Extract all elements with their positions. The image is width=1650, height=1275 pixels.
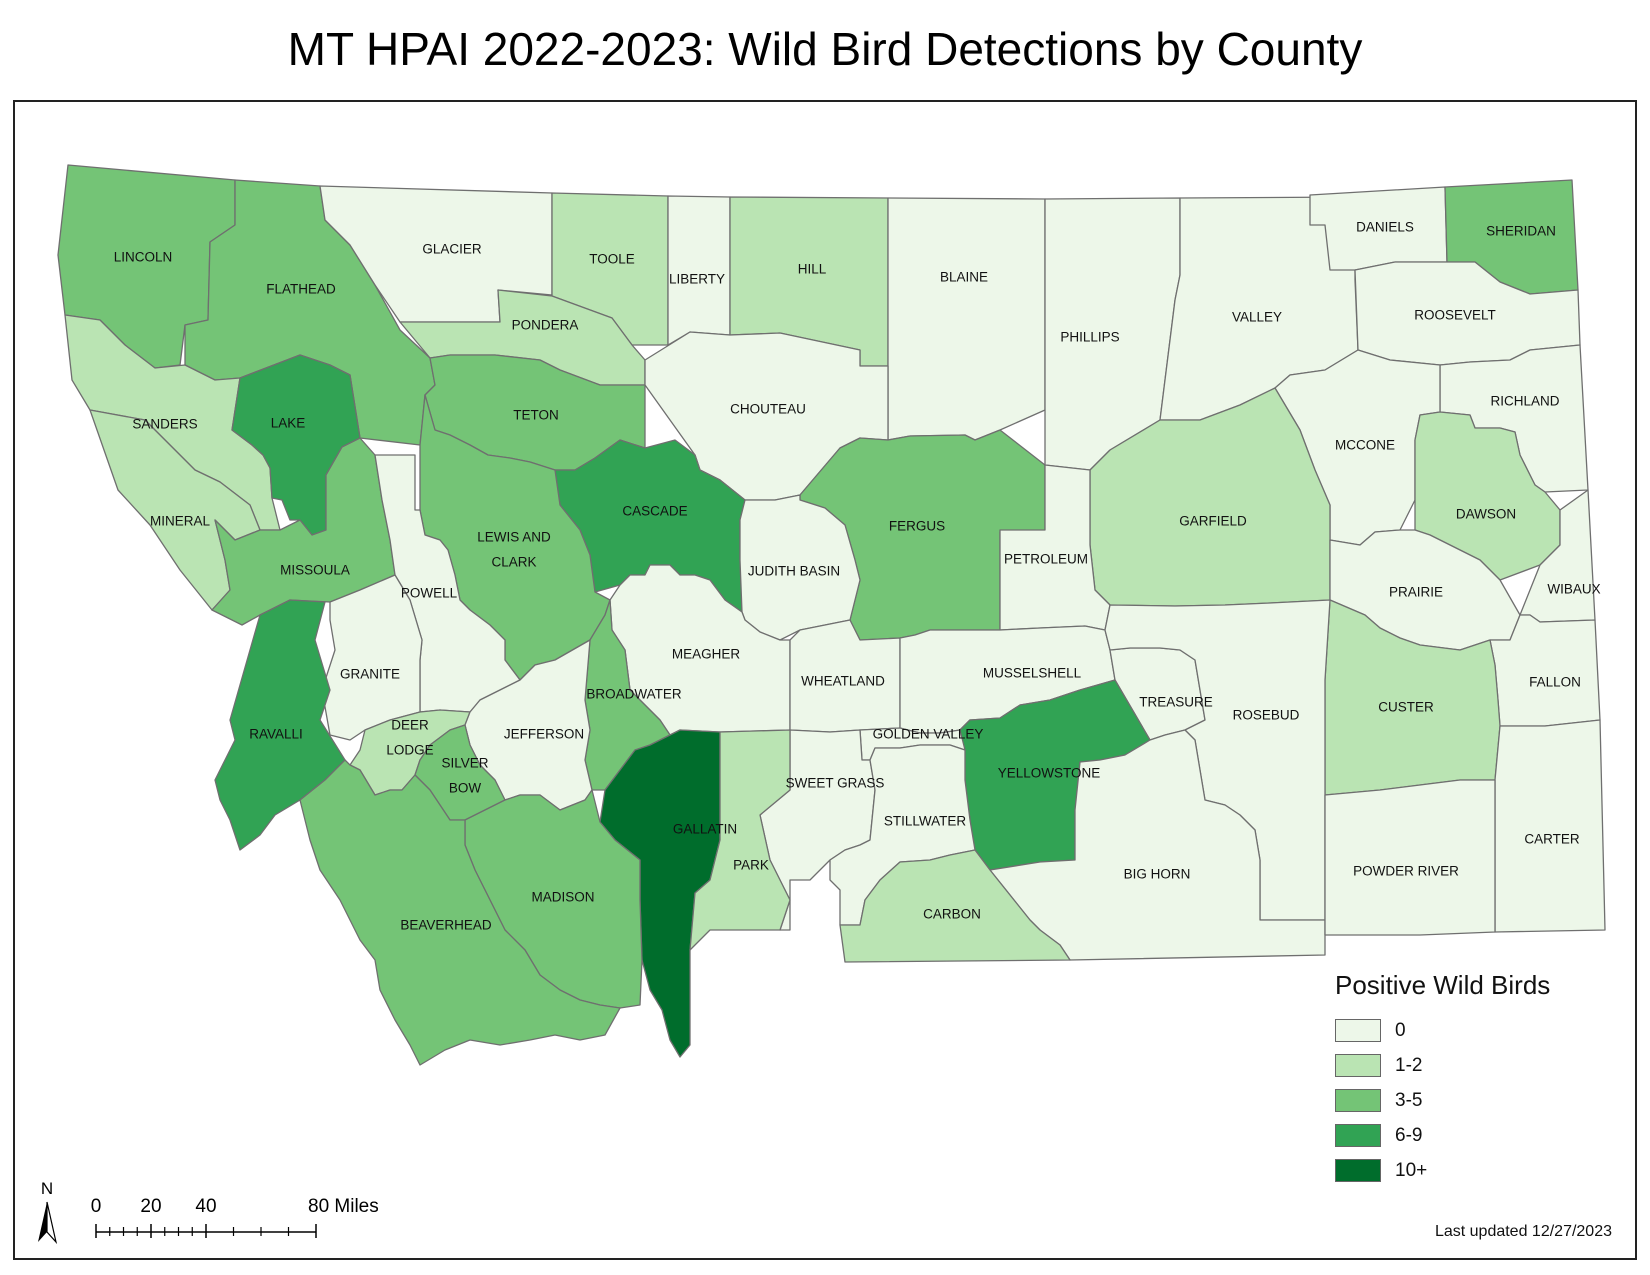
scale-tick-label: 40	[195, 1196, 216, 1217]
legend-label: 0	[1395, 1019, 1406, 1041]
county-label-ravalli: RAVALLI	[249, 727, 303, 742]
county-label-prairie: PRAIRIE	[1389, 585, 1443, 600]
county-label-judith-basin: JUDITH BASIN	[748, 564, 840, 579]
county-label-carter: CARTER	[1524, 832, 1580, 847]
county-liberty	[667, 195, 731, 346]
county-label-treasure: TREASURE	[1139, 695, 1213, 710]
county-label-sanders: SANDERS	[132, 417, 197, 432]
north-arrow-icon: N	[38, 1179, 58, 1245]
county-label-silver-bow: SILVER	[441, 756, 488, 771]
county-label-petroleum: PETROLEUM	[1004, 552, 1088, 567]
north-arrow-label: N	[41, 1179, 53, 1198]
scale-tick-label: 0	[91, 1196, 102, 1217]
legend-swatch	[1335, 1054, 1381, 1077]
county-park	[689, 729, 791, 951]
legend-label: 6-9	[1395, 1124, 1423, 1146]
county-label-deer-lodge: LODGE	[386, 743, 433, 758]
county-label-teton: TETON	[513, 408, 559, 423]
county-label-garfield: GARFIELD	[1179, 514, 1247, 529]
county-label-valley: VALLEY	[1232, 310, 1282, 325]
county-label-liberty: LIBERTY	[669, 272, 725, 287]
county-label-golden-valley: GOLDEN VALLEY	[873, 727, 984, 742]
county-label-deer-lodge: DEER	[391, 718, 429, 733]
legend-entries: 0 1-2 3-5 6-9 10+	[1335, 1013, 1550, 1188]
county-label-yellowstone: YELLOWSTONE	[998, 766, 1101, 781]
county-label-hill: HILL	[798, 262, 827, 277]
county-label-glacier: GLACIER	[422, 242, 482, 257]
legend-item: 3-5	[1335, 1083, 1550, 1118]
legend-swatch	[1335, 1019, 1381, 1042]
county-label-powell: POWELL	[401, 586, 458, 601]
legend-item: 0	[1335, 1013, 1550, 1048]
county-label-mccone: MCCONE	[1335, 438, 1395, 453]
county-label-custer: CUSTER	[1378, 700, 1434, 715]
county-beaverhead	[299, 759, 621, 1066]
county-label-lewis-and-clark: CLARK	[491, 555, 536, 570]
legend-label: 1-2	[1395, 1054, 1423, 1076]
county-carter	[1494, 719, 1606, 933]
legend-item: 6-9	[1335, 1118, 1550, 1153]
county-ravalli	[214, 599, 346, 851]
county-carbon	[839, 849, 1071, 963]
map-frame	[13, 100, 1637, 1260]
county-labels: LINCOLN FLATHEAD GLACIER TOOLE LIBERTY HILL BL…	[114, 220, 1601, 933]
legend-item: 10+	[1335, 1153, 1550, 1188]
legend-swatch	[1335, 1124, 1381, 1147]
county-label-sheridan: SHERIDAN	[1486, 224, 1556, 239]
county-label-wheatland: WHEATLAND	[801, 674, 885, 689]
county-label-richland: RICHLAND	[1490, 394, 1559, 409]
county-label-carbon: CARBON	[923, 907, 981, 922]
county-label-lincoln: LINCOLN	[114, 250, 173, 265]
county-label-jefferson: JEFFERSON	[504, 727, 584, 742]
legend-item: 1-2	[1335, 1048, 1550, 1083]
county-label-madison: MADISON	[531, 890, 594, 905]
county-label-meagher: MEAGHER	[672, 647, 741, 662]
county-label-missoula: MISSOULA	[280, 563, 350, 578]
county-label-daniels: DANIELS	[1356, 220, 1414, 235]
county-label-lewis-and-clark: LEWIS AND	[477, 530, 551, 545]
county-label-cascade: CASCADE	[622, 504, 687, 519]
county-label-pondera: PONDERA	[512, 318, 579, 333]
county-label-fergus: FERGUS	[889, 519, 945, 534]
county-label-park: PARK	[733, 858, 769, 873]
legend-swatch	[1335, 1159, 1381, 1182]
county-label-gallatin: GALLATIN	[673, 822, 737, 837]
map-title: MT HPAI 2022-2023: Wild Bird Detections …	[287, 23, 1363, 75]
county-label-fallon: FALLON	[1529, 675, 1581, 690]
scale-tick-label: 80 Miles	[308, 1196, 379, 1217]
scale-bar-ruler: 0 20 40 80 Miles	[91, 1196, 379, 1238]
county-label-flathead: FLATHEAD	[266, 282, 336, 297]
county-label-phillips: PHILLIPS	[1060, 330, 1119, 345]
county-label-beaverhead: BEAVERHEAD	[400, 918, 492, 933]
county-label-toole: TOOLE	[589, 252, 635, 267]
county-label-silver-bow: BOW	[449, 781, 482, 796]
county-polygons	[57, 164, 1606, 1066]
legend-label: 3-5	[1395, 1089, 1423, 1111]
county-label-broadwater: BROADWATER	[586, 687, 682, 702]
county-label-blaine: BLAINE	[940, 270, 988, 285]
county-label-rosebud: ROSEBUD	[1233, 708, 1300, 723]
county-label-chouteau: CHOUTEAU	[730, 402, 806, 417]
county-label-big-horn: BIG HORN	[1124, 867, 1191, 882]
county-powder-river	[1324, 779, 1496, 936]
legend-label: 10+	[1395, 1159, 1428, 1181]
county-label-powder-river: POWDER RIVER	[1353, 864, 1459, 879]
legend-title: Positive Wild Birds	[1335, 970, 1551, 1000]
county-label-lake: LAKE	[271, 416, 306, 431]
last-updated: Last updated 12/27/2023	[1434, 1223, 1612, 1240]
scale-tick-label: 20	[140, 1196, 161, 1217]
county-label-roosevelt: ROOSEVELT	[1414, 308, 1496, 323]
county-label-stillwater: STILLWATER	[884, 814, 967, 829]
county-blaine	[887, 197, 1046, 441]
county-label-musselshell: MUSSELSHELL	[983, 666, 1082, 681]
scale-bar: N 0 20 40 80 Miles	[38, 1179, 379, 1245]
county-label-granite: GRANITE	[340, 667, 400, 682]
legend: Positive Wild Birds 0 1-2 3-5 6-9 10+	[1335, 970, 1550, 1188]
county-label-mineral: MINERAL	[150, 514, 211, 529]
county-label-sweet-grass: SWEET GRASS	[786, 776, 885, 791]
county-label-dawson: DAWSON	[1456, 507, 1516, 522]
legend-swatch	[1335, 1089, 1381, 1112]
county-label-wibaux: WIBAUX	[1547, 582, 1600, 597]
